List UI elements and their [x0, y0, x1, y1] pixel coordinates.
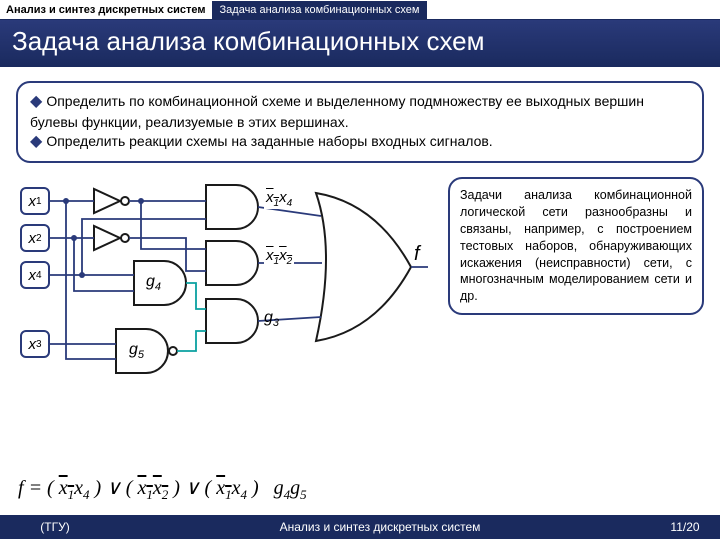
footer-org: (ТГУ) — [0, 520, 110, 534]
input-x2: x2 — [20, 224, 50, 252]
input-x3: x3 — [20, 330, 50, 358]
footer: (ТГУ) Анализ и синтез дискретных систем … — [0, 515, 720, 539]
footer-title: Анализ и синтез дискретных систем — [110, 520, 650, 534]
signal-g3: g3 — [264, 309, 279, 329]
signal-x1x2: x1x2 — [264, 247, 294, 267]
circuit-diagram: x1 x2 x4 x3 x1x4 x1x2 g3 g4 g5 f — [16, 171, 436, 431]
task-line-2: Определить реакции схемы на заданные наб… — [46, 133, 492, 149]
task-definition: ◆Определить по комбинационной схеме и вы… — [16, 81, 704, 163]
footer-page: 11/20 — [650, 520, 720, 534]
breadcrumb-bar: Анализ и синтез дискретных систем Задача… — [0, 0, 720, 20]
page-title: Задача анализа комбинационных схем — [0, 20, 720, 67]
signal-x1x4: x1x4 — [264, 189, 294, 209]
label-g4: g4 — [146, 273, 161, 293]
label-g5: g5 — [129, 341, 144, 361]
task-line-1: Определить по комбинационной схеме и выд… — [30, 93, 644, 130]
breadcrumb-current: Задача анализа комбинационных схем — [212, 1, 428, 19]
bullet-icon: ◆ — [30, 93, 42, 110]
formula: f = ( x1x4 ) ∨ ( x1x2 ) ∨ ( x1x4 ) g4g5 — [18, 475, 307, 503]
analysis-description: Задачи анализа комбинационной логической… — [448, 177, 704, 315]
input-x4: x4 — [20, 261, 50, 289]
input-x1: x1 — [20, 187, 50, 215]
bullet-icon: ◆ — [30, 133, 42, 150]
output-f: f — [414, 243, 420, 266]
breadcrumb-parent: Анализ и синтез дискретных систем — [0, 4, 212, 16]
